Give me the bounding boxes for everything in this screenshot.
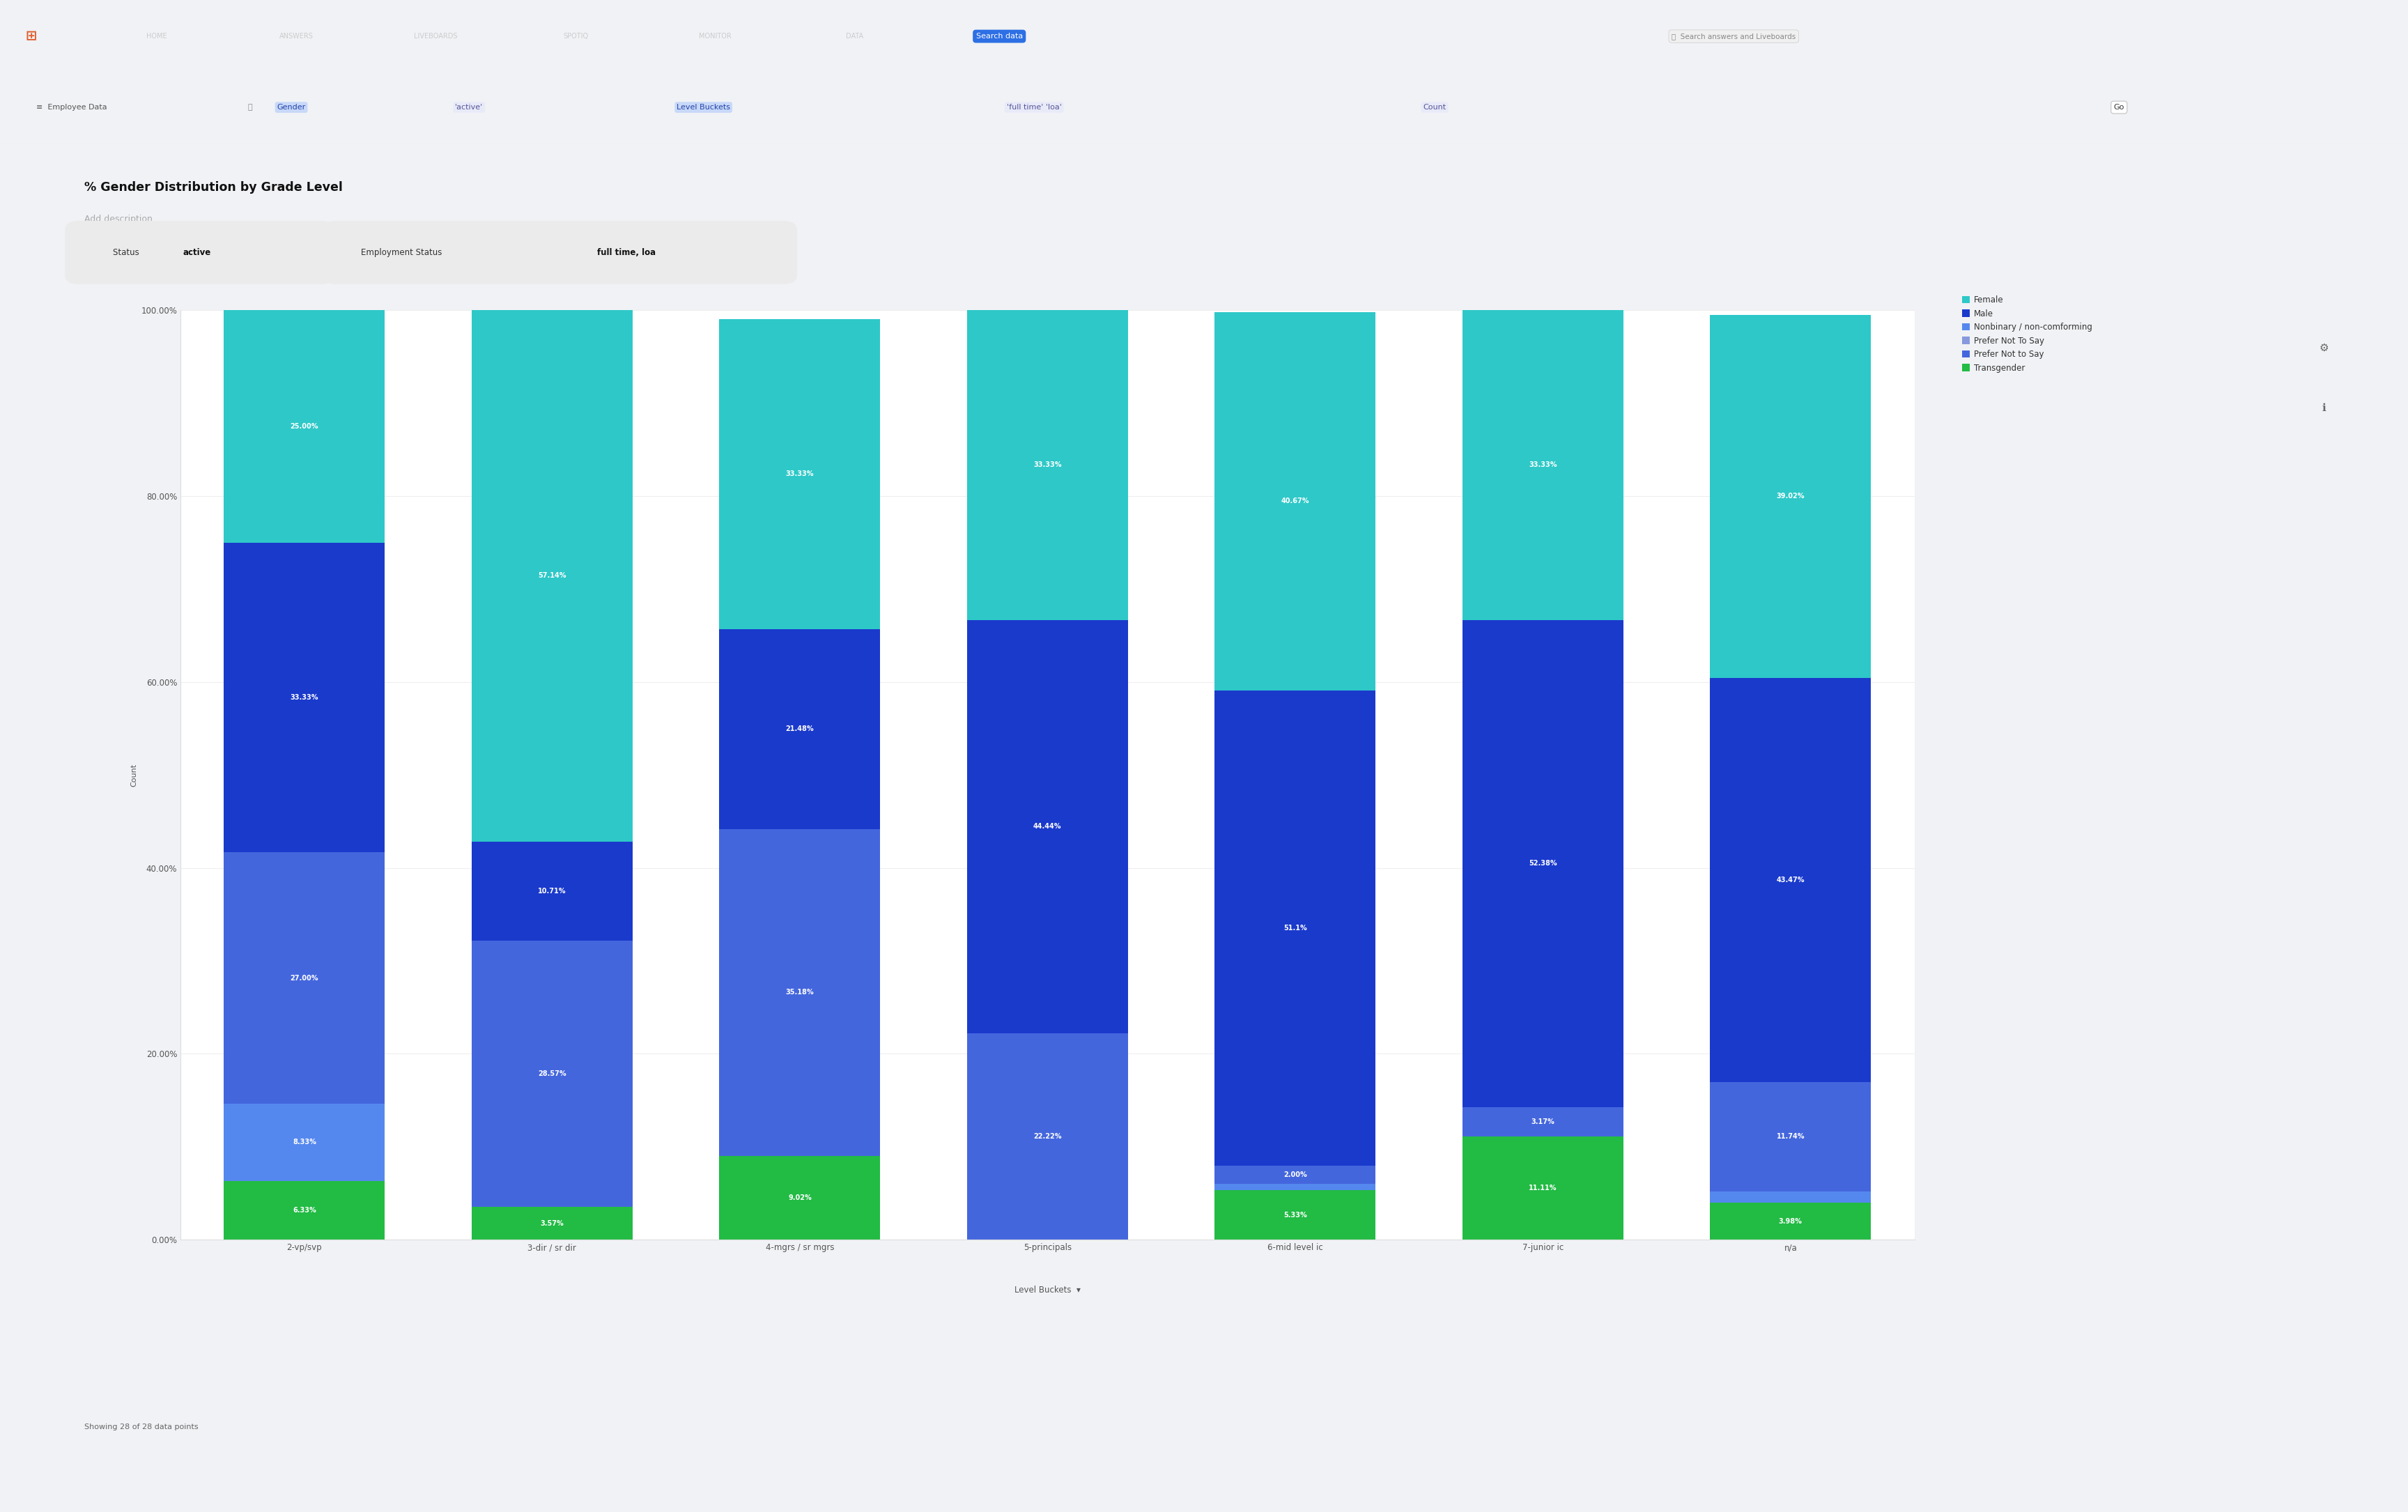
Text: 9.02%: 9.02% [787, 1194, 811, 1202]
Text: 44.44%: 44.44% [1033, 823, 1062, 830]
Text: Showing 28 of 28 data points: Showing 28 of 28 data points [84, 1423, 197, 1430]
Text: 22.22%: 22.22% [1033, 1132, 1062, 1140]
Text: 3.57%: 3.57% [539, 1220, 563, 1226]
Text: 11.11%: 11.11% [1529, 1185, 1558, 1191]
Bar [224, 1181, 385, 1240]
Text: 33.33%: 33.33% [785, 470, 814, 478]
Bar [1214, 311, 1375, 691]
Text: 'full time' 'loa': 'full time' 'loa' [1007, 104, 1062, 110]
Text: ℹ: ℹ [2321, 404, 2326, 413]
Text: 25.00%: 25.00% [291, 423, 318, 429]
Text: 10.71%: 10.71% [537, 888, 566, 895]
Text: 40.67%: 40.67% [1281, 497, 1310, 505]
Text: 🔍  Search answers and Liveboards: 🔍 Search answers and Liveboards [1671, 33, 1796, 39]
Bar [1214, 1184, 1375, 1190]
Text: 8.33%: 8.33% [294, 1139, 315, 1146]
Text: 51.1%: 51.1% [1283, 924, 1308, 931]
Text: 27.00%: 27.00% [291, 975, 318, 981]
Bar [1710, 314, 1871, 677]
Bar [1710, 1083, 1871, 1191]
Text: 5.33%: 5.33% [1283, 1211, 1308, 1219]
Bar [1462, 310, 1623, 620]
Text: Search data: Search data [975, 33, 1023, 39]
Bar [1214, 691, 1375, 1166]
Bar [224, 310, 385, 543]
Bar [472, 1207, 633, 1240]
Bar [1214, 1166, 1375, 1184]
Text: 21.48%: 21.48% [785, 726, 814, 732]
Text: ≡  Employee Data: ≡ Employee Data [36, 104, 106, 110]
Y-axis label: Count: Count [130, 764, 137, 786]
Legend: Female, Male, Nonbinary / non-comforming, Prefer Not To Say, Prefer Not to Say, : Female, Male, Nonbinary / non-comforming… [1963, 295, 2093, 372]
Text: 11.74%: 11.74% [1777, 1132, 1804, 1140]
Bar [1214, 1190, 1375, 1240]
Text: ⊞: ⊞ [26, 30, 36, 42]
Text: 2.00%: 2.00% [1283, 1172, 1308, 1178]
Bar [224, 543, 385, 853]
Bar [472, 310, 633, 841]
Text: 'active': 'active' [455, 104, 484, 110]
Text: active: active [183, 248, 212, 257]
Bar [1710, 677, 1871, 1083]
Text: 3.98%: 3.98% [1780, 1217, 1801, 1225]
Text: ANSWERS: ANSWERS [279, 33, 313, 39]
Bar [224, 1104, 385, 1181]
Bar [472, 940, 633, 1207]
Bar [1710, 1204, 1871, 1240]
Bar [1462, 1107, 1623, 1137]
Text: % Gender Distribution by Grade Level: % Gender Distribution by Grade Level [84, 181, 342, 194]
Text: Status: Status [113, 248, 142, 257]
Text: 43.47%: 43.47% [1777, 877, 1804, 883]
Text: Count: Count [1423, 104, 1447, 110]
Bar [720, 319, 881, 629]
Text: Go: Go [2114, 104, 2124, 110]
Text: Employment Status: Employment Status [361, 248, 445, 257]
Text: 33.33%: 33.33% [1033, 461, 1062, 469]
Text: HOME: HOME [147, 33, 166, 39]
Text: Level Buckets: Level Buckets [677, 104, 730, 110]
Bar [720, 829, 881, 1157]
Bar [472, 841, 633, 940]
Text: SPOTIQ: SPOTIQ [563, 33, 588, 39]
Bar [968, 310, 1127, 620]
Text: 28.57%: 28.57% [537, 1070, 566, 1077]
Text: ⚙: ⚙ [2319, 343, 2329, 352]
Text: Gender: Gender [277, 104, 306, 110]
Text: DATA: DATA [845, 33, 864, 39]
Text: 6.33%: 6.33% [294, 1207, 315, 1214]
Text: Level Buckets  ▾: Level Buckets ▾ [1014, 1285, 1081, 1294]
Bar [1710, 1191, 1871, 1204]
Bar [968, 620, 1127, 1033]
Text: 33.33%: 33.33% [1529, 461, 1558, 469]
Text: 52.38%: 52.38% [1529, 860, 1558, 866]
Text: full time, loa: full time, loa [597, 248, 655, 257]
Text: LIVEBOARDS: LIVEBOARDS [414, 33, 458, 39]
Bar [1462, 620, 1623, 1107]
Bar [224, 853, 385, 1104]
Text: 35.18%: 35.18% [785, 989, 814, 996]
Text: 3.17%: 3.17% [1531, 1119, 1556, 1125]
Bar [1462, 1137, 1623, 1240]
Bar [968, 1033, 1127, 1240]
Bar [720, 629, 881, 829]
Bar [720, 1157, 881, 1240]
Text: 🔍: 🔍 [248, 104, 253, 110]
Text: MONITOR: MONITOR [698, 33, 732, 39]
Text: 33.33%: 33.33% [291, 694, 318, 702]
Text: 57.14%: 57.14% [537, 572, 566, 579]
Text: 39.02%: 39.02% [1777, 493, 1804, 500]
Text: Add description: Add description [84, 215, 152, 224]
